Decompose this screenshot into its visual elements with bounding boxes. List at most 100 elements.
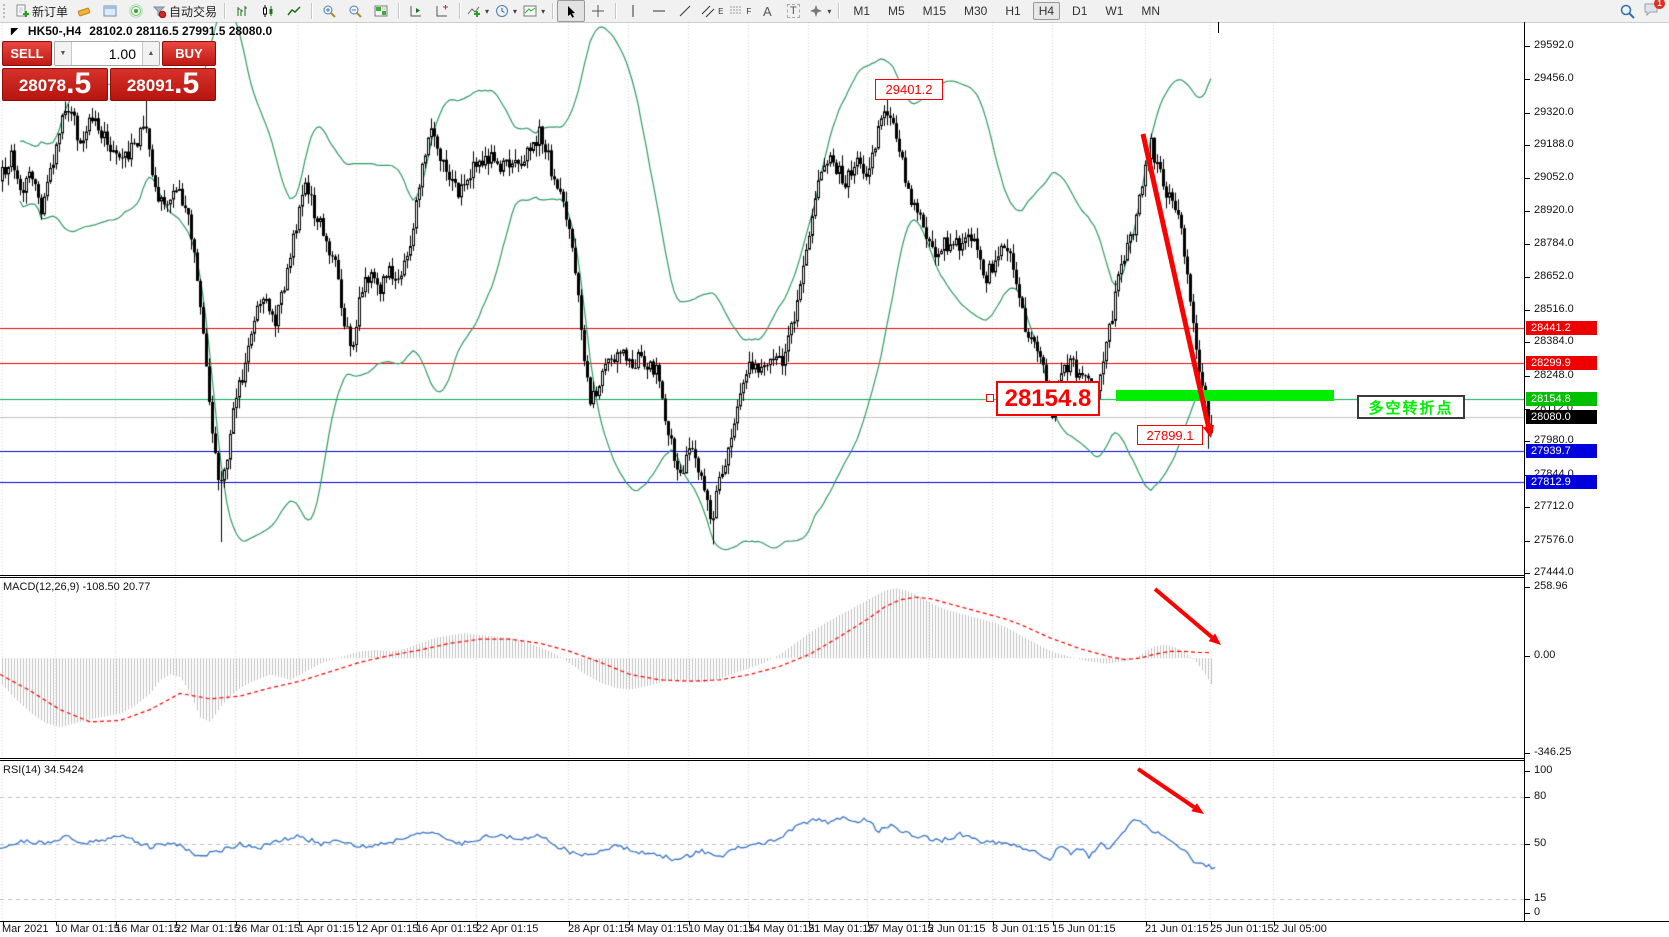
pivot-price-annotation[interactable]: 28154.8 bbox=[996, 381, 1100, 416]
text-tool-button[interactable]: A bbox=[754, 1, 780, 21]
pivot-note-label[interactable]: 多空转折点 bbox=[1357, 395, 1465, 419]
horizontal-line-tool-button[interactable] bbox=[646, 1, 672, 21]
axis-tick bbox=[1525, 276, 1530, 278]
rsi-scale-label: 50 bbox=[1534, 837, 1547, 849]
line-chart-icon bbox=[287, 6, 301, 16]
buy-button[interactable]: BUY bbox=[162, 41, 216, 66]
timeframe-button-M5[interactable]: M5 bbox=[888, 4, 905, 18]
timeframe-button-W1[interactable]: W1 bbox=[1105, 4, 1124, 18]
axis-tick bbox=[1525, 587, 1530, 588]
auto-scroll-icon bbox=[410, 6, 422, 17]
panel-separator[interactable] bbox=[0, 575, 1524, 576]
timeframe-button-D1[interactable]: D1 bbox=[1072, 4, 1088, 18]
rsi-label: RSI(14) 34.5424 bbox=[3, 764, 84, 776]
timeframe-button-M30[interactable]: M30 bbox=[964, 4, 988, 18]
volume-input[interactable] bbox=[72, 42, 142, 65]
indicators-button[interactable]: ▾ bbox=[464, 1, 492, 21]
toolbar-grip[interactable] bbox=[3, 4, 9, 18]
dropdown-arrow-icon: ▾ bbox=[541, 6, 546, 16]
pivot-anchor-square[interactable] bbox=[986, 394, 994, 402]
axis-tick bbox=[1525, 899, 1530, 900]
arrows-tool-button[interactable]: ▾ bbox=[806, 1, 834, 21]
volume-increase-button[interactable]: ▲ bbox=[142, 42, 159, 65]
eraser-button[interactable] bbox=[71, 1, 97, 21]
notifications-button[interactable]: 1 bbox=[1643, 0, 1665, 20]
zoom-out-icon bbox=[349, 5, 362, 18]
chart-shift-button[interactable] bbox=[429, 1, 455, 21]
cursor-icon bbox=[567, 5, 575, 18]
timeframe-button-H4[interactable]: H4 bbox=[1032, 2, 1061, 20]
price-tick-label: 27576.0 bbox=[1534, 533, 1574, 546]
pivot-highlight-bar[interactable] bbox=[1116, 390, 1334, 401]
axis-tick bbox=[1525, 797, 1530, 798]
candlestick-chart-button[interactable] bbox=[255, 1, 281, 21]
time-tick bbox=[809, 921, 810, 925]
price-line-label: 28441.2 bbox=[1526, 321, 1597, 336]
zoom-out-button[interactable] bbox=[342, 1, 368, 21]
cursor-tool-button[interactable] bbox=[557, 0, 586, 22]
signal-icon bbox=[129, 4, 143, 18]
timeframe-button-M15[interactable]: M15 bbox=[922, 4, 947, 18]
periods-button[interactable]: ▾ bbox=[492, 1, 520, 21]
fibonacci-tool-button[interactable]: F bbox=[726, 1, 754, 21]
buy-price-main: 28091 bbox=[126, 76, 175, 95]
signal-button[interactable] bbox=[123, 1, 149, 21]
chart-shift-marker[interactable] bbox=[1218, 22, 1219, 33]
time-tick bbox=[1146, 921, 1147, 925]
chart-profile-button[interactable] bbox=[97, 1, 123, 21]
timeframe-button-MN[interactable]: MN bbox=[1141, 4, 1161, 18]
volume-decrease-button[interactable]: ▼ bbox=[55, 42, 72, 65]
axis-tick bbox=[1525, 913, 1530, 914]
price-tick-label: 29592.0 bbox=[1534, 39, 1574, 51]
time-tick-label: 27 May 01:15 bbox=[867, 923, 934, 935]
price-axis[interactable]: 29592.0 29456.0 29320.0 29188.0 29052.0 28920… bbox=[1525, 22, 1669, 921]
autotrading-label: 自动交易 bbox=[169, 4, 218, 19]
axis-tick bbox=[1525, 112, 1530, 114]
macd-panel[interactable] bbox=[0, 578, 1524, 758]
time-tick-label: Mar 2021 bbox=[2, 923, 49, 935]
auto-scroll-button[interactable] bbox=[403, 1, 429, 21]
rsi-panel[interactable] bbox=[0, 761, 1524, 921]
sell-price-display[interactable]: 28078.5 bbox=[2, 68, 108, 101]
time-tick bbox=[357, 921, 358, 925]
swing-low-annotation[interactable]: 27899.1 bbox=[1137, 425, 1203, 445]
price-tick-label: 28652.0 bbox=[1534, 269, 1574, 282]
text-label-tool-button[interactable]: T bbox=[780, 1, 806, 21]
autotrading-button[interactable]: 自动交易 bbox=[149, 1, 220, 21]
time-tick bbox=[56, 921, 57, 925]
dropdown-arrow-icon: ▾ bbox=[513, 6, 518, 16]
time-tick-label: 25 Jun 01:15 bbox=[1210, 923, 1274, 935]
panel-separator[interactable] bbox=[0, 760, 1524, 761]
timeframe-toolbar: M1 M5 M15 M30 H1 H4 D1 W1 MN bbox=[847, 2, 1166, 20]
time-tick-label: 16 Apr 01:15 bbox=[416, 923, 479, 935]
bar-chart-button[interactable] bbox=[229, 1, 255, 21]
trendline-icon bbox=[679, 5, 691, 17]
panel-separator[interactable] bbox=[0, 577, 1524, 578]
crosshair-tool-button[interactable] bbox=[585, 1, 611, 21]
line-chart-button[interactable] bbox=[281, 1, 307, 21]
templates-button[interactable]: ▾ bbox=[520, 1, 548, 21]
tile-windows-button[interactable] bbox=[368, 1, 394, 21]
time-axis[interactable]: Mar 2021 10 Mar 01:15 16 Mar 01:15 22 Mar 0… bbox=[0, 921, 1669, 937]
buy-price-display[interactable]: 28091.5 bbox=[110, 68, 216, 101]
price-line-label: 28299.9 bbox=[1526, 356, 1597, 370]
channel-tool-button[interactable]: E bbox=[698, 1, 726, 21]
timeframe-button-M1[interactable]: M1 bbox=[853, 4, 870, 18]
timeframe-button-H1[interactable]: H1 bbox=[1005, 4, 1021, 18]
main-chart[interactable] bbox=[0, 22, 1524, 575]
axis-tick bbox=[1525, 409, 1530, 411]
toolbar: 新订单 自动交易 bbox=[0, 0, 1669, 23]
toolbar-separator bbox=[615, 3, 617, 19]
swing-high-annotation[interactable]: 29401.2 bbox=[875, 79, 943, 100]
ohlc-readout: 28102.0 28116.5 27991.5 28080.0 bbox=[89, 24, 273, 38]
sell-button[interactable]: SELL bbox=[2, 41, 52, 66]
vertical-line-tool-button[interactable] bbox=[620, 1, 646, 21]
trendline-tool-button[interactable] bbox=[672, 1, 698, 21]
new-order-button[interactable]: 新订单 bbox=[12, 1, 71, 21]
templates-icon bbox=[523, 5, 537, 17]
search-icon[interactable] bbox=[1620, 4, 1635, 19]
toolbar-separator bbox=[552, 3, 554, 19]
zoom-in-button[interactable] bbox=[316, 1, 342, 21]
panel-separator[interactable] bbox=[0, 758, 1524, 759]
time-tick bbox=[299, 921, 300, 925]
